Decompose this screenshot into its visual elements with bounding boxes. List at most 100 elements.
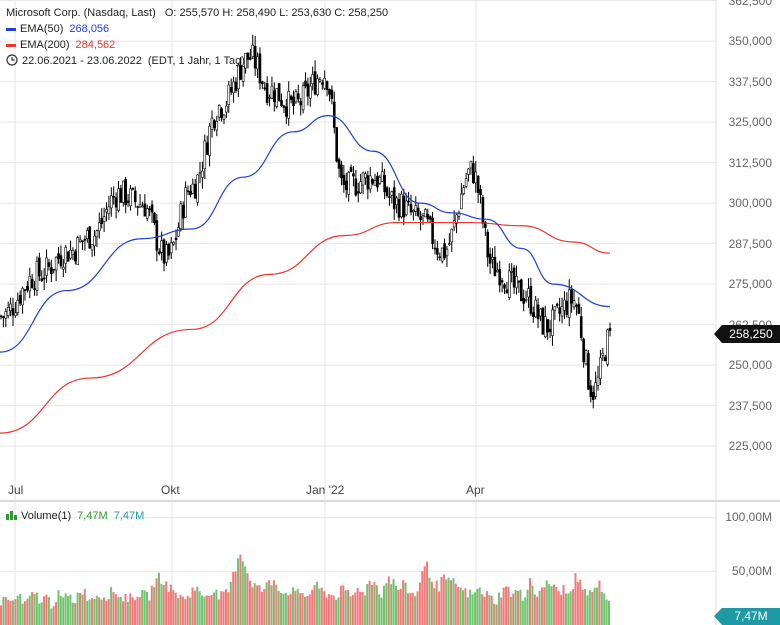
volume-bar [418, 582, 421, 625]
volume-bar [191, 587, 194, 625]
candle-body [407, 200, 410, 203]
volume-bar [272, 580, 275, 625]
volume-bar [495, 604, 498, 625]
candle-body [337, 159, 341, 169]
volume-bar [76, 592, 79, 625]
volume-bar [584, 589, 587, 625]
volume-bar [409, 593, 412, 625]
candle-body [145, 208, 149, 219]
volume-bar [93, 599, 96, 625]
candle-body [608, 328, 612, 331]
volume-bar [548, 584, 551, 625]
candle-body [74, 251, 77, 262]
candle-body [11, 308, 15, 316]
volume-bar [394, 586, 397, 625]
volume-bar [102, 597, 105, 625]
candle-body [460, 193, 463, 210]
volume-bar [86, 600, 89, 625]
candle-body [440, 247, 444, 262]
candle-body [366, 175, 370, 190]
candle-body [385, 187, 389, 196]
candle-body [232, 81, 235, 94]
volume-bar [461, 590, 464, 625]
candle-body [361, 172, 365, 186]
x-tick-okt: Okt [161, 483, 180, 497]
candle-body [512, 267, 516, 288]
legend-ema200-row[interactable]: EMA(200) 284,562 [6, 38, 115, 52]
candle-body [335, 127, 338, 162]
volume-bar [236, 558, 239, 625]
volume-bar [596, 587, 599, 625]
legend-ema50-row[interactable]: EMA(50) 268,056 [6, 22, 109, 36]
volume-bar [177, 598, 180, 625]
volume-bar [507, 586, 510, 625]
candle-body [270, 85, 274, 99]
volume-bar [112, 591, 115, 625]
candle-body [121, 180, 125, 203]
y-tick-label: 300,000 [728, 196, 772, 211]
volume-bar [404, 582, 407, 625]
candle-body [220, 108, 223, 119]
volume-bar [560, 594, 563, 625]
volume-bar [253, 583, 256, 625]
candle-body [210, 117, 214, 130]
volume-bar [433, 588, 436, 625]
candle-body [109, 195, 113, 209]
candle-body [62, 266, 65, 270]
candle-body [179, 203, 183, 230]
y-tick-label: 325,000 [728, 115, 772, 130]
candle-body [222, 114, 226, 120]
volume-bar [517, 590, 520, 625]
candle-body [201, 170, 204, 178]
candle-body [541, 307, 545, 335]
volume-bar [52, 606, 55, 625]
ohlc-values: O: 255,570 H: 258,490 L: 253,630 C: 258,… [164, 7, 389, 19]
volume-bar [371, 584, 374, 625]
candle-body [313, 71, 317, 95]
candle-body [285, 106, 288, 117]
volume-bar [600, 591, 603, 625]
volume-bar [150, 585, 153, 625]
volume-bar [327, 594, 330, 625]
volume-bar [198, 591, 201, 625]
volume-bar [454, 583, 457, 625]
volume-bar [74, 603, 77, 625]
volume-bar [466, 597, 469, 625]
volume-bar [193, 590, 196, 625]
candle-body [426, 213, 430, 220]
candle-body [76, 237, 80, 265]
volume-bar [390, 584, 393, 625]
volume-bar [26, 598, 29, 625]
volume-bar [399, 588, 402, 625]
candle-body [344, 180, 348, 190]
volume-bar [4, 596, 7, 625]
volume-bar [540, 587, 543, 625]
y-tick-label: 250,000 [728, 358, 772, 373]
candle-body [256, 56, 259, 70]
volume-bar [33, 593, 36, 625]
volume-bar [550, 586, 553, 625]
price-candles [0, 34, 612, 409]
y-tick-label: 225,000 [728, 439, 772, 454]
volume-bar [71, 602, 74, 625]
volume-bar [296, 589, 299, 625]
volume-bar [397, 589, 400, 625]
candle-body [162, 239, 166, 264]
volume-bar [332, 595, 335, 625]
volume-bar [438, 591, 441, 625]
volume-bar [28, 595, 31, 625]
candle-body [342, 175, 346, 185]
candle-body [524, 298, 528, 301]
volume-bar [562, 584, 565, 625]
volume-bar [557, 591, 560, 625]
price-grid [0, 0, 716, 625]
volume-bar [576, 582, 579, 625]
candle-body [33, 288, 36, 290]
volume-bar [203, 596, 206, 625]
last-volume-tag: 7,47M [714, 608, 780, 625]
candle-body [294, 91, 298, 103]
volume-bar [213, 592, 216, 625]
volume-bar [210, 595, 213, 625]
candle-body [311, 74, 314, 85]
